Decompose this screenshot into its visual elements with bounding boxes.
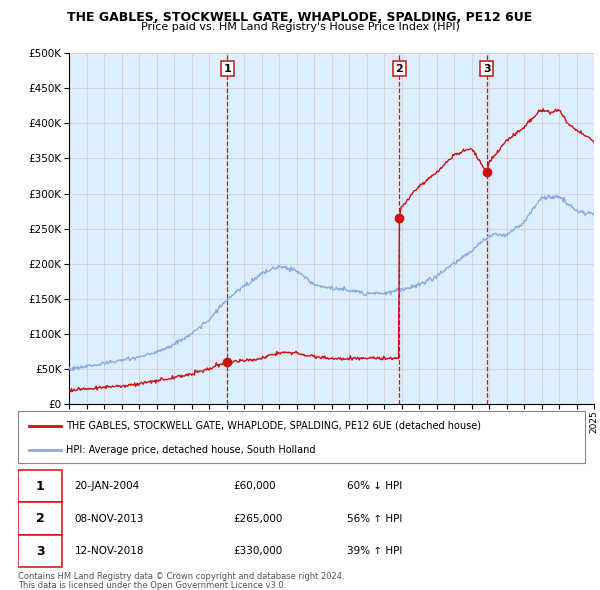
Text: 60% ↓ HPI: 60% ↓ HPI [347, 481, 402, 491]
Text: 2: 2 [395, 64, 403, 74]
Text: 1: 1 [223, 64, 231, 74]
Text: £330,000: £330,000 [233, 546, 283, 556]
Text: Contains HM Land Registry data © Crown copyright and database right 2024.: Contains HM Land Registry data © Crown c… [18, 572, 344, 581]
FancyBboxPatch shape [18, 502, 62, 535]
Text: 08-NOV-2013: 08-NOV-2013 [75, 514, 144, 523]
Text: £60,000: £60,000 [233, 481, 276, 491]
Text: £265,000: £265,000 [233, 514, 283, 523]
Text: 3: 3 [36, 545, 44, 558]
FancyBboxPatch shape [18, 411, 585, 463]
Text: This data is licensed under the Open Government Licence v3.0.: This data is licensed under the Open Gov… [18, 581, 286, 590]
FancyBboxPatch shape [18, 535, 62, 568]
Text: 12-NOV-2018: 12-NOV-2018 [75, 546, 144, 556]
Text: THE GABLES, STOCKWELL GATE, WHAPLODE, SPALDING, PE12 6UE: THE GABLES, STOCKWELL GATE, WHAPLODE, SP… [67, 11, 533, 24]
Text: 3: 3 [483, 64, 491, 74]
Text: 20-JAN-2004: 20-JAN-2004 [75, 481, 140, 491]
Text: Price paid vs. HM Land Registry's House Price Index (HPI): Price paid vs. HM Land Registry's House … [140, 22, 460, 32]
Text: 1: 1 [36, 480, 44, 493]
Text: 2: 2 [36, 512, 44, 525]
Text: 39% ↑ HPI: 39% ↑ HPI [347, 546, 402, 556]
FancyBboxPatch shape [18, 470, 62, 502]
Text: THE GABLES, STOCKWELL GATE, WHAPLODE, SPALDING, PE12 6UE (detached house): THE GABLES, STOCKWELL GATE, WHAPLODE, SP… [66, 421, 481, 431]
Text: HPI: Average price, detached house, South Holland: HPI: Average price, detached house, Sout… [66, 445, 316, 455]
Text: 56% ↑ HPI: 56% ↑ HPI [347, 514, 402, 523]
